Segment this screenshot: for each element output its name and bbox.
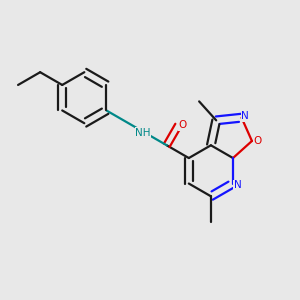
Text: NH: NH [135, 128, 151, 137]
Text: N: N [234, 180, 242, 190]
Text: O: O [253, 136, 262, 146]
Text: O: O [178, 120, 187, 130]
Text: N: N [241, 111, 249, 121]
